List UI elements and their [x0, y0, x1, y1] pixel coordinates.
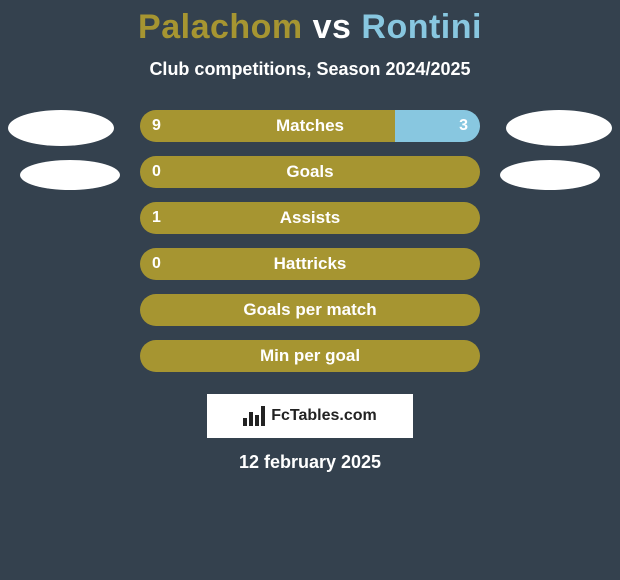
comparison-card: Palachom vs Rontini Club competitions, S…: [0, 0, 620, 580]
player-right-name: Rontini: [361, 8, 482, 46]
stat-bar: Goals per match: [140, 294, 480, 326]
stat-row: Hattricks0: [0, 248, 620, 294]
subtitle: Club competitions, Season 2024/2025: [0, 59, 620, 80]
player-right-avatar: [500, 160, 600, 190]
stat-label: Goals: [140, 156, 480, 188]
stat-row: Min per goal: [0, 340, 620, 386]
stat-label: Hattricks: [140, 248, 480, 280]
stat-value-left: 0: [140, 248, 173, 280]
stat-value-left: 1: [140, 202, 173, 234]
stat-label: Goals per match: [140, 294, 480, 326]
stat-row: Goals0: [0, 156, 620, 202]
title-vs: vs: [313, 8, 352, 46]
stat-label: Min per goal: [140, 340, 480, 372]
stat-bar: Goals0: [140, 156, 480, 188]
stats-chart: Matches93Goals0Assists1Hattricks0Goals p…: [0, 110, 620, 386]
player-left-avatar: [8, 110, 114, 146]
player-left-name: Palachom: [138, 8, 303, 46]
bar-chart-icon: [243, 406, 265, 426]
player-left-avatar: [20, 160, 120, 190]
stat-row: Matches9 3: [0, 110, 620, 156]
brand-badge[interactable]: FcTables.com: [207, 394, 413, 438]
brand-text: FcTables.com: [271, 407, 377, 425]
stat-row: Goals per match: [0, 294, 620, 340]
page-title: Palachom vs Rontini: [0, 8, 620, 47]
stat-value-left: 9: [140, 110, 173, 142]
stat-bar: Min per goal: [140, 340, 480, 372]
stat-label: Matches: [140, 110, 480, 142]
stat-value-right: 3: [447, 110, 480, 142]
player-right-avatar: [506, 110, 612, 146]
stat-row: Assists1: [0, 202, 620, 248]
stat-bar: Matches9 3: [140, 110, 480, 142]
stat-label: Assists: [140, 202, 480, 234]
stat-value-left: 0: [140, 156, 173, 188]
stat-bar: Assists1: [140, 202, 480, 234]
stat-bar: Hattricks0: [140, 248, 480, 280]
date-text: 12 february 2025: [0, 452, 620, 473]
